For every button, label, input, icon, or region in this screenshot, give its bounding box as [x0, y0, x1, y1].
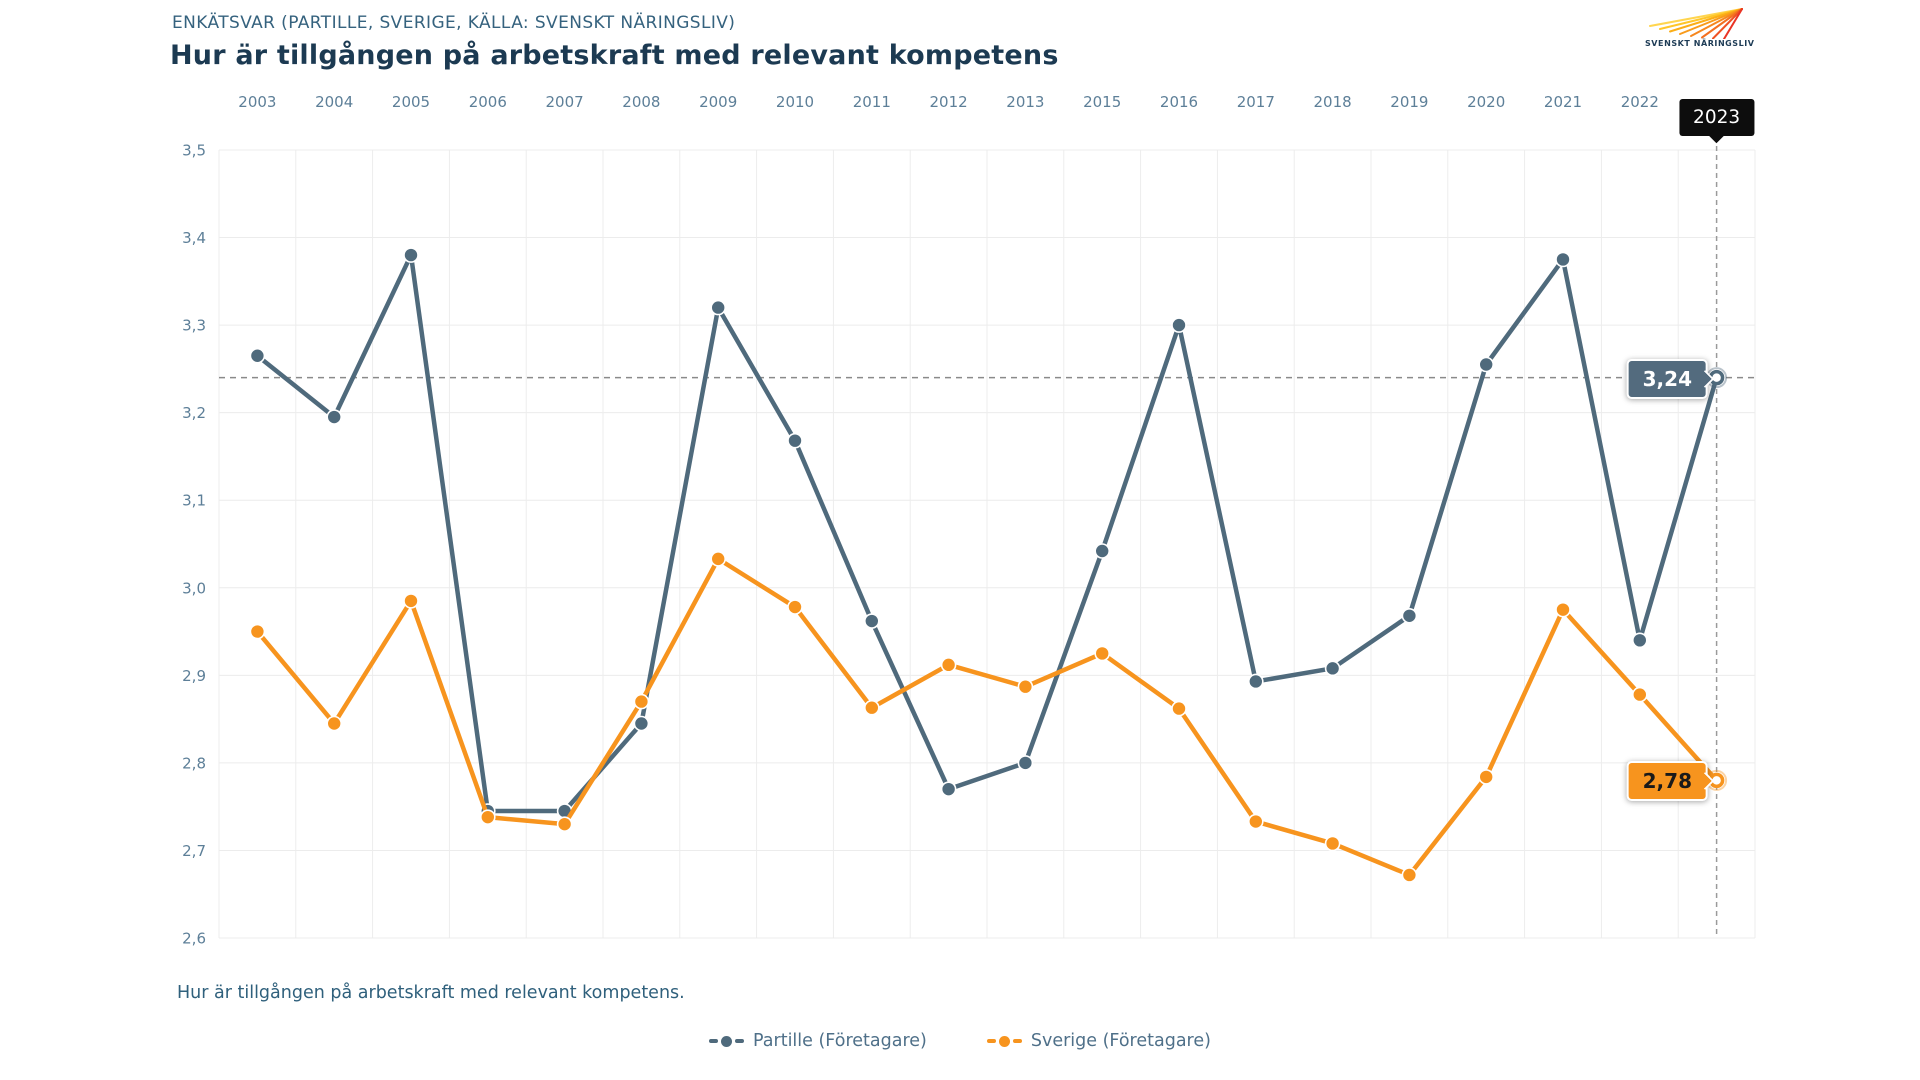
y-axis-label: 3,5: [182, 142, 206, 160]
x-axis-label: 2020: [1467, 93, 1505, 111]
data-point: [1555, 601, 1571, 618]
chart-legend: Partille (Företagare) Sverige (Företagar…: [0, 1031, 1920, 1051]
data-point: [787, 599, 803, 615]
data-point: [1017, 755, 1034, 771]
data-point: [1401, 607, 1418, 624]
value-label-partille: 3,24: [1626, 358, 1715, 399]
y-axis-label: 3,2: [182, 404, 206, 422]
x-axis-label: 2022: [1621, 93, 1659, 111]
data-point: [1401, 867, 1418, 883]
value-label-sverige-text: 2,78: [1642, 769, 1692, 794]
dash-icon: [1012, 1038, 1022, 1044]
data-point: [710, 551, 727, 567]
legend-label-sverige: Sverige (Företagare): [1030, 1031, 1211, 1051]
data-point: [1248, 813, 1264, 830]
legend-item-sverige[interactable]: Sverige (Företagare): [986, 1031, 1211, 1051]
value-label-sverige: 2,78: [1626, 761, 1715, 802]
x-axis-label: 2003: [238, 93, 276, 111]
data-point: [1017, 678, 1034, 695]
dash-icon: [986, 1038, 996, 1044]
data-point: [556, 816, 573, 832]
y-axis-label: 3,0: [182, 579, 206, 597]
x-axis-label: 2009: [699, 93, 737, 111]
series-line-0: [255, 252, 1719, 814]
dash-icon: [735, 1038, 745, 1044]
data-point: [1632, 686, 1648, 703]
highlighted-year-text: 2023: [1693, 107, 1741, 128]
data-point: [249, 623, 266, 640]
y-axis-label: 2,9: [182, 667, 206, 685]
x-axis-label: 2012: [930, 93, 968, 111]
data-point: [249, 347, 266, 364]
x-axis-label: 2010: [776, 93, 814, 111]
data-point: [1478, 356, 1494, 373]
x-axis-label: 2005: [392, 93, 430, 111]
data-point: [1324, 660, 1341, 677]
svenskt-naringsliv-logo: SVENSKT NÄRINGSLIV: [1645, 5, 1755, 48]
data-point: [326, 409, 343, 425]
wing-icon: [1649, 8, 1743, 39]
data-point: [1094, 645, 1110, 662]
data-point: [1248, 673, 1264, 690]
data-point: [940, 781, 957, 797]
data-point: [940, 657, 957, 673]
legend-label-partille: Partille (Företagare): [753, 1031, 927, 1051]
data-point: [403, 247, 419, 263]
y-axis-label: 2,6: [182, 930, 206, 948]
legend-swatch-partille: [709, 1035, 745, 1047]
value-label-partille-text: 3,24: [1642, 366, 1692, 391]
data-point: [863, 699, 880, 716]
x-axis-label: 2006: [469, 93, 507, 111]
data-point: [1171, 700, 1187, 717]
x-axis-label: 2019: [1390, 93, 1428, 111]
data-point: [863, 613, 880, 629]
data-point: [1478, 769, 1494, 785]
x-axis-label: 2021: [1544, 93, 1582, 111]
y-axis-label: 2,8: [182, 754, 206, 772]
data-point: [633, 715, 650, 732]
chart-footnote: Hur är tillgången på arbetskraft med rel…: [177, 983, 685, 1003]
x-axis-label: 2008: [622, 93, 660, 111]
x-axis-label: 2016: [1160, 93, 1198, 111]
data-point: [479, 809, 496, 825]
legend-swatch-sverige: [986, 1035, 1022, 1047]
data-point: [787, 432, 803, 449]
data-point: [326, 715, 343, 732]
y-axis-label: 3,1: [182, 492, 206, 510]
x-axis-label: 2007: [546, 93, 584, 111]
data-point: [403, 593, 419, 609]
data-point: [1171, 317, 1187, 333]
chart-eyebrow: ENKÄTSVAR (PARTILLE, SVERIGE, KÄLLA: SVE…: [172, 13, 736, 33]
dash-icon: [709, 1038, 719, 1044]
legend-item-partille[interactable]: Partille (Företagare): [709, 1031, 927, 1051]
logo-text: SVENSKT NÄRINGSLIV: [1645, 39, 1755, 48]
data-point: [1094, 543, 1110, 559]
highlighted-year-badge[interactable]: 2023: [1679, 99, 1755, 144]
page-title: Hur är tillgången på arbetskraft med rel…: [170, 40, 1059, 71]
dot-icon: [998, 1035, 1010, 1047]
y-axis-label: 3,4: [182, 229, 206, 247]
series-line-1: [255, 556, 1719, 878]
data-point: [710, 299, 727, 316]
data-point: [633, 693, 650, 710]
y-axis-label: 2,7: [182, 842, 206, 860]
data-point: [1555, 251, 1571, 268]
x-axis-label: 2017: [1237, 93, 1275, 111]
x-axis-label: 2004: [315, 93, 353, 111]
dot-icon: [721, 1035, 733, 1047]
x-axis-label: 2015: [1083, 93, 1121, 111]
x-axis-label: 2018: [1314, 93, 1352, 111]
y-axis-label: 3,3: [182, 317, 206, 335]
data-point: [1324, 835, 1341, 852]
x-axis-label: 2011: [853, 93, 891, 111]
data-point: [1632, 632, 1648, 649]
x-axis-label: 2013: [1006, 93, 1044, 111]
